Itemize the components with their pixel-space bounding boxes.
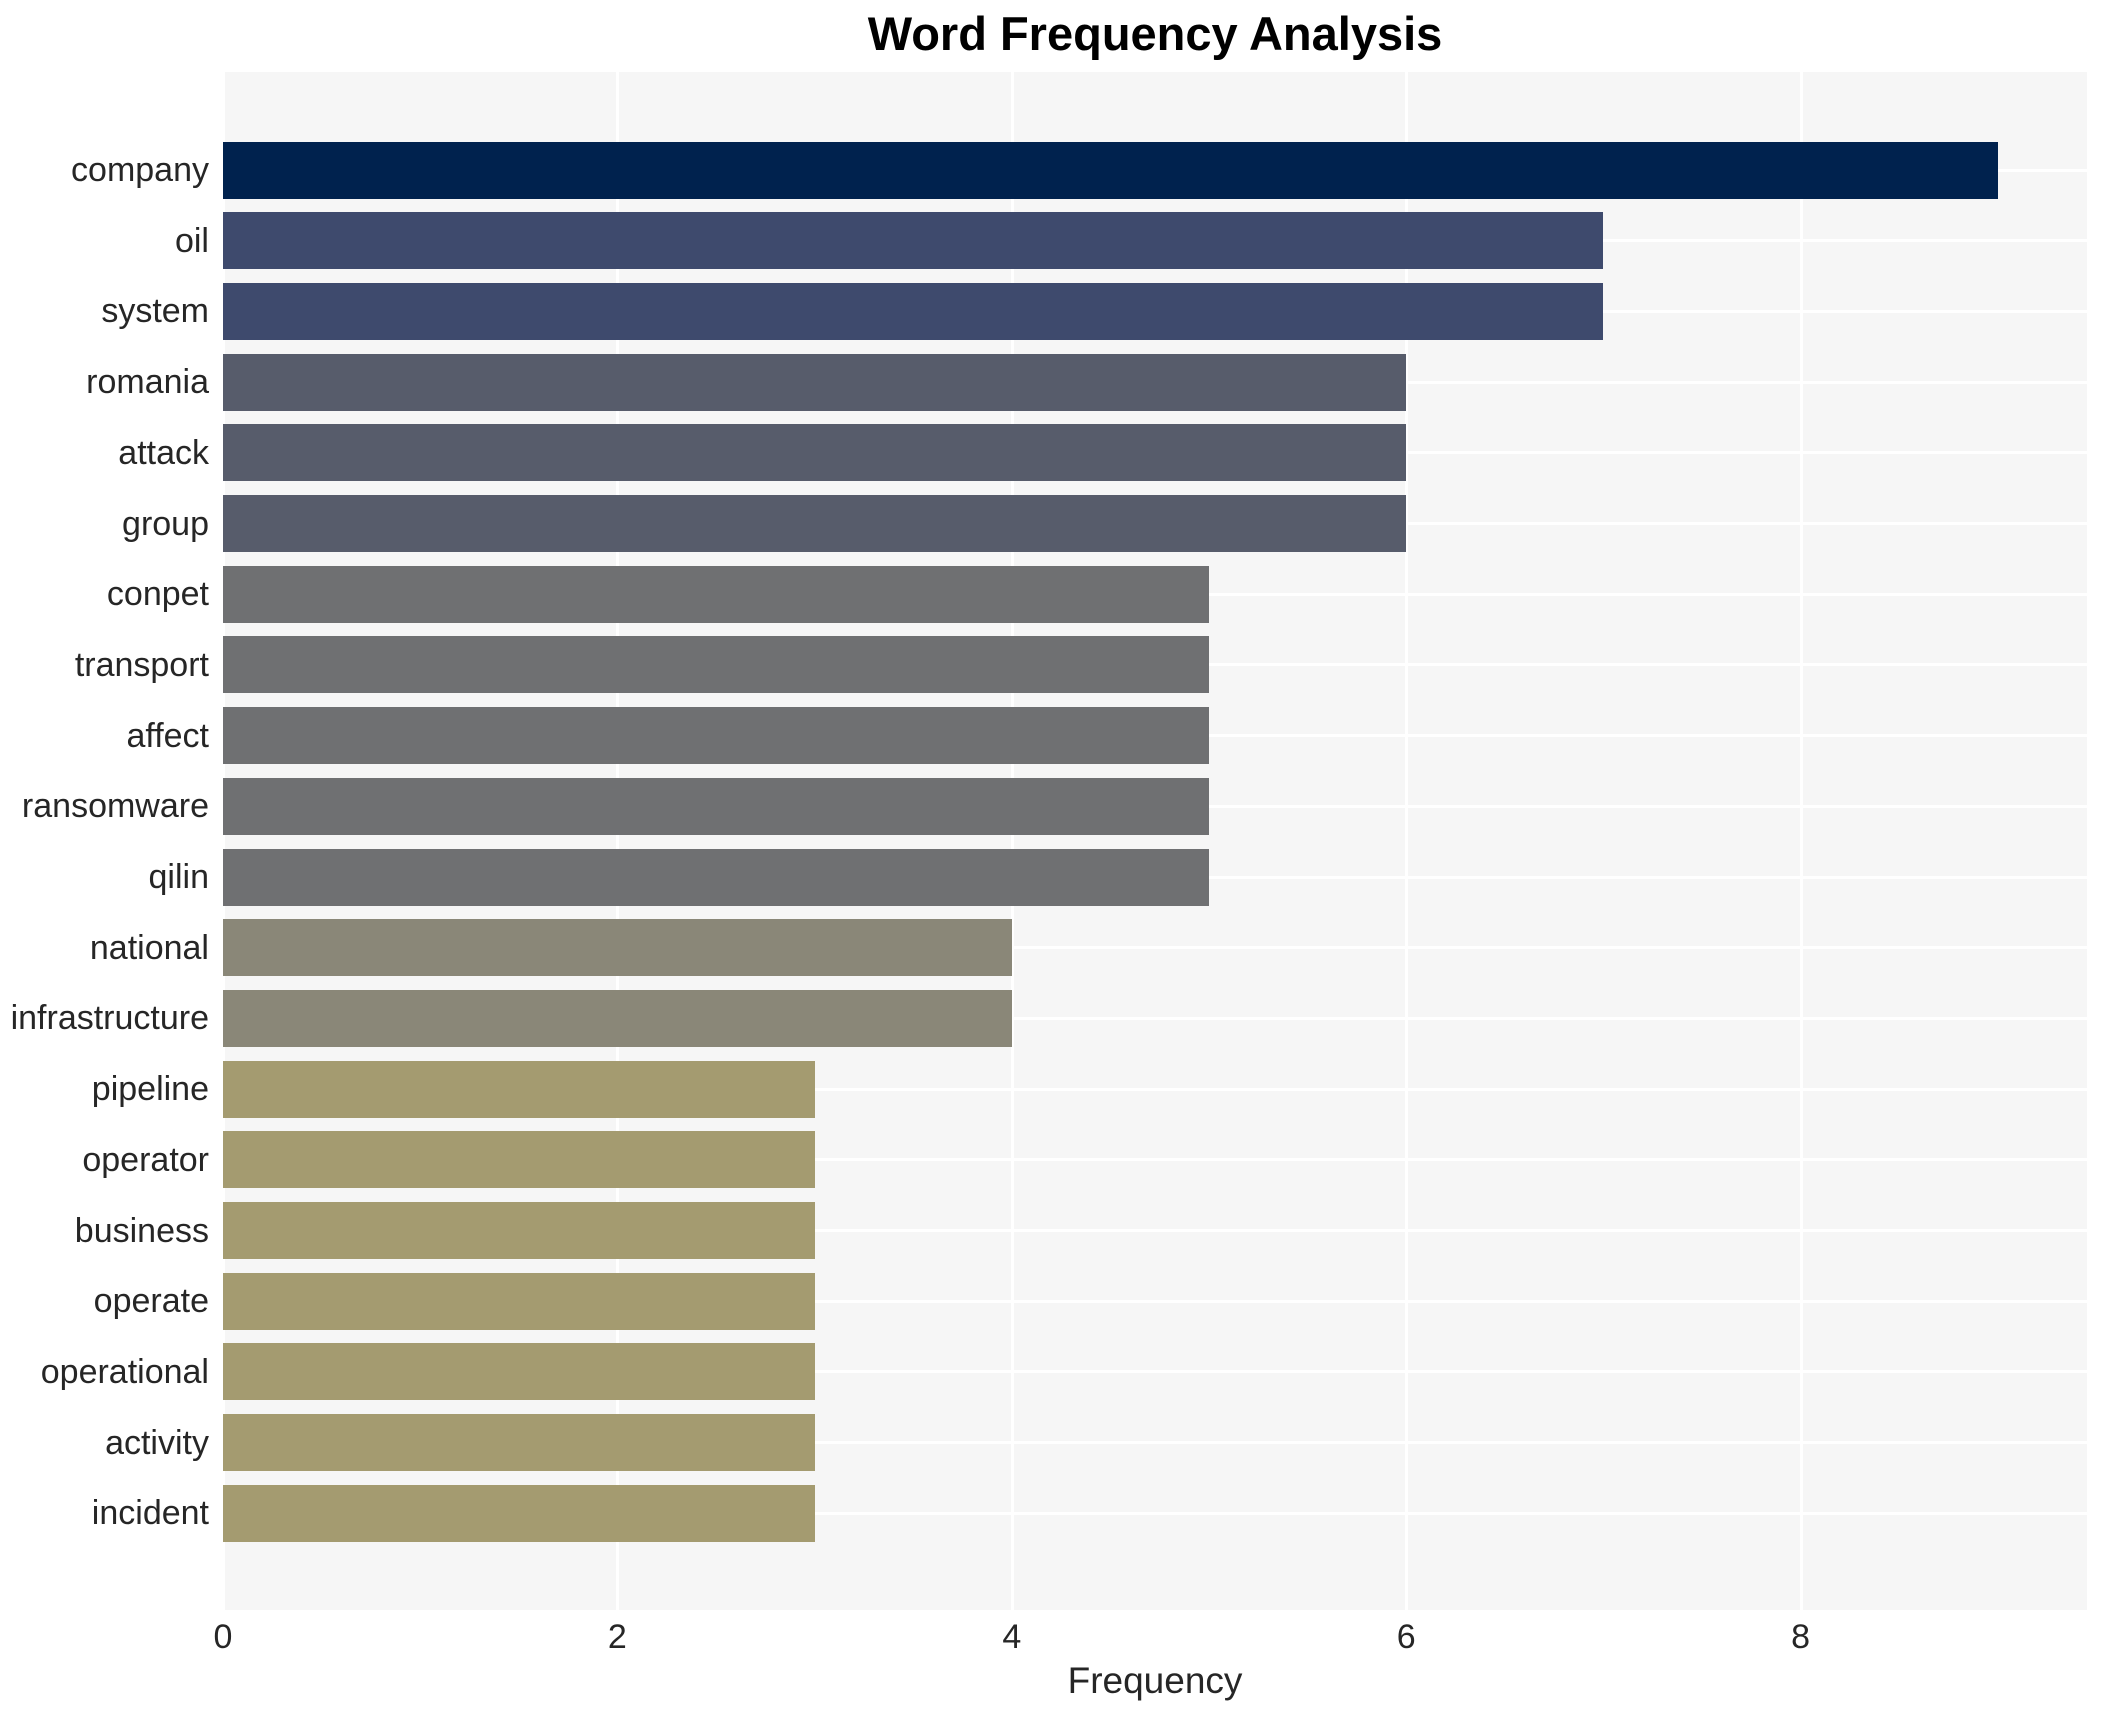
bar-infrastructure <box>223 989 1012 1047</box>
y-axis-label-incident: incident <box>91 1494 209 1533</box>
bar-operational <box>223 1343 815 1401</box>
y-gridline <box>223 1158 2087 1162</box>
bar-pipeline <box>223 1060 815 1118</box>
x-axis-title: Frequency <box>1067 1660 1243 1701</box>
x-gridline <box>222 72 225 1610</box>
y-axis-label-group: group <box>122 504 209 543</box>
x-tick-label-8: 8 <box>1791 1618 1811 1656</box>
bar-activity <box>223 1414 815 1472</box>
bar-oil <box>223 212 1604 270</box>
x-tick-label-0: 0 <box>213 1618 233 1656</box>
y-axis-label-national: national <box>89 928 209 967</box>
bar-company <box>223 141 1998 199</box>
y-axis-label-ransomware: ransomware <box>21 787 209 826</box>
bar-ransomware <box>223 777 1209 835</box>
y-axis-label-company: company <box>71 151 209 189</box>
bar-system <box>223 282 1604 340</box>
y-axis-label-romania: romania <box>86 363 209 402</box>
y-axis-label-transport: transport <box>74 645 209 684</box>
y-axis-label-conpet: conpet <box>106 575 209 614</box>
bar-operator <box>223 1131 815 1189</box>
y-gridline <box>223 1087 2087 1091</box>
y-axis-label-operate: operate <box>93 1282 209 1321</box>
y-gridline <box>223 1299 2087 1303</box>
x-gridline <box>1405 72 1409 1610</box>
y-axis-labels: company oil system romania attack group conpet… <box>0 72 209 1610</box>
y-axis-label-system: system <box>101 292 209 331</box>
bar-group <box>223 495 1407 552</box>
y-axis-label-affect: affect <box>126 716 209 755</box>
bar-national <box>223 919 1012 977</box>
y-axis-label-pipeline: pipeline <box>91 1070 209 1109</box>
y-gridline <box>223 1370 2087 1374</box>
y-axis-label-oil: oil <box>174 221 209 260</box>
bar-romania <box>223 353 1407 411</box>
y-gridline <box>223 1511 2087 1515</box>
x-gridline <box>616 72 620 1610</box>
x-tick-label-6: 6 <box>1396 1618 1416 1656</box>
bar-attack <box>223 424 1407 482</box>
y-axis-label-activity: activity <box>105 1423 209 1462</box>
y-gridline <box>223 1229 2087 1232</box>
y-axis-label-business: business <box>74 1211 209 1250</box>
x-tick-label-4: 4 <box>1002 1618 1022 1656</box>
bar-business <box>223 1202 815 1259</box>
plot-area <box>222 72 2087 1610</box>
chart-title: Word Frequency Analysis <box>867 7 1443 60</box>
bar-qilin <box>223 848 1209 906</box>
y-axis-label-infrastructure: infrastructure <box>10 999 209 1038</box>
bar-conpet <box>223 565 1209 623</box>
bar-operate <box>223 1272 815 1330</box>
bar-affect <box>223 707 1209 765</box>
x-gridline <box>1799 72 1803 1610</box>
bar-transport <box>223 636 1209 694</box>
y-gridline <box>223 1441 2087 1445</box>
y-axis-label-attack: attack <box>118 433 209 472</box>
x-tick-label-2: 2 <box>607 1618 627 1656</box>
y-gridline <box>223 1016 2087 1020</box>
x-gridline <box>1010 72 1014 1610</box>
y-axis-label-operational: operational <box>40 1352 209 1391</box>
bar-incident <box>223 1484 815 1542</box>
y-gridline <box>223 946 2087 950</box>
y-axis-label-operator: operator <box>82 1140 209 1179</box>
y-axis-label-qilin: qilin <box>148 858 209 896</box>
